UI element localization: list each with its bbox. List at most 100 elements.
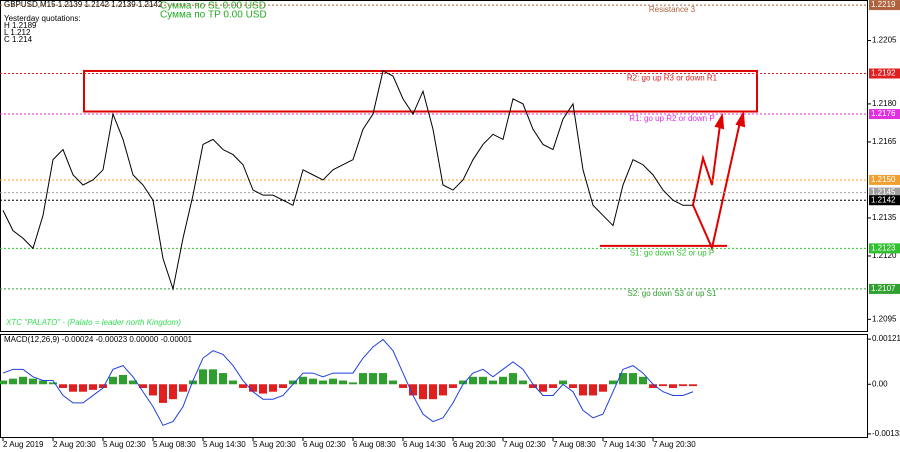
macd-title: MACD(12,26,9) -0.00024 -0.00023 0.00000 … (4, 335, 193, 344)
level-tag-text: 1.2219 (871, 0, 896, 9)
y-tick-label: 1.2120 (872, 251, 897, 260)
macd-bar (139, 384, 147, 388)
arrow (692, 124, 721, 206)
macd-bar (0, 380, 7, 385)
macd-bar (419, 384, 427, 400)
x-tick-label: 2 Aug 20:30 (53, 440, 96, 449)
y-tick-label: 1.2205 (872, 36, 897, 45)
macd-bar (479, 376, 487, 385)
macd-tick-label: 0.00 (872, 379, 888, 388)
level-tag-text: 1.2123 (871, 243, 896, 252)
macd-bar (459, 380, 467, 385)
macd-bar (219, 373, 227, 385)
arrowhead (714, 112, 725, 130)
x-tick-label: 5 Aug 20:30 (253, 440, 296, 449)
footer-note: XTC "PALATO" - (Palato = leader north Ki… (5, 318, 181, 327)
macd-bar (289, 380, 297, 385)
macd-bar (319, 380, 327, 385)
macd-bar (409, 384, 417, 396)
macd-bar (79, 384, 87, 392)
macd-bar (589, 384, 597, 396)
macd-bar (579, 384, 587, 396)
level-tag (869, 243, 900, 254)
macd-bar (149, 384, 157, 396)
y-tick-label: 1.2165 (872, 137, 897, 146)
macd-bar (639, 376, 647, 385)
macd-bar (449, 384, 457, 388)
x-tick-label: 7 Aug 02:30 (503, 440, 546, 449)
level-tag-text: 1.2107 (871, 284, 896, 293)
level-tag (869, 0, 900, 11)
macd-bar (559, 380, 567, 385)
macd-bar (549, 384, 557, 388)
macd-bar (439, 384, 447, 396)
x-tick-label: 5 Aug 02:30 (103, 440, 146, 449)
macd-bar (39, 380, 47, 385)
macd-bar (239, 384, 247, 388)
arrowhead (735, 110, 746, 128)
macd-bar (489, 380, 497, 385)
y-tick-label: 1.2180 (872, 99, 897, 108)
macd-bar (199, 369, 207, 385)
level-tag (869, 187, 900, 198)
macd-bar (529, 384, 537, 388)
level-tag-text: 1.2176 (871, 109, 896, 118)
x-tick-label: 7 Aug 14:30 (603, 440, 646, 449)
macd-tick-label: -0.00133 (872, 429, 900, 438)
chart-title: GBPUSD,M15 1.2139 1.2142 1.2139 1.2142 (4, 0, 163, 9)
macd-bar (279, 384, 287, 388)
macd-bar (569, 384, 577, 388)
macd-bar (379, 373, 387, 385)
macd-bar (249, 384, 257, 392)
macd-bar (169, 384, 177, 400)
macd-bar (429, 384, 437, 400)
macd-bar (389, 380, 397, 385)
level-tag-text: 1.2150 (871, 175, 896, 184)
macd-bar (119, 374, 127, 385)
macd-bar (359, 373, 367, 385)
price-frame (0, 0, 868, 332)
x-tick-label: 6 Aug 02:30 (303, 440, 346, 449)
macd-bar (29, 378, 37, 385)
macd-bar (469, 376, 477, 385)
level-label: Resistance 3 (649, 5, 696, 14)
macd-bar (509, 373, 517, 385)
macd-bar (539, 384, 547, 392)
sum-text: Сумма по TP 0.00 USD (160, 10, 267, 21)
level-tag (869, 174, 900, 185)
level-tag (869, 109, 900, 120)
x-tick-label: 5 Aug 14:30 (203, 440, 246, 449)
info-line: Yesterday quotations: (4, 14, 81, 23)
level-label: R1: go up R2 or down P (629, 114, 714, 123)
macd-bar (99, 384, 107, 388)
sum-text: Сумма по SL 0.00 USD (160, 1, 266, 12)
macd-bar (159, 384, 167, 403)
level-label: R2: go up R3 or down R1 (627, 74, 718, 83)
macd-bar (89, 384, 97, 390)
macd-bar (9, 378, 17, 385)
macd-tick-label: 0.00121 (872, 334, 900, 343)
macd-bar (19, 376, 27, 385)
level-tag (869, 68, 900, 79)
macd-bar (349, 382, 357, 385)
macd-bar (609, 380, 617, 385)
level-tag (869, 283, 900, 294)
level-tag-text: 1.2145 (871, 188, 896, 197)
y-tick-label: 1.2135 (872, 213, 897, 222)
macd-bar (659, 384, 667, 387)
x-tick-label: 2 Aug 2019 (3, 440, 44, 449)
x-tick-label: 7 Aug 08:30 (553, 440, 596, 449)
macd-bar (369, 373, 377, 385)
macd-bar (229, 380, 237, 385)
macd-bar (649, 384, 657, 388)
level-tag (869, 195, 900, 206)
macd-bar (669, 384, 677, 388)
macd-bar (179, 384, 187, 392)
info-line: L 1.212 (4, 28, 31, 37)
x-tick-label: 6 Aug 14:30 (403, 440, 446, 449)
x-tick-label: 5 Aug 08:30 (153, 440, 196, 449)
macd-bar (299, 376, 307, 385)
macd-bar (269, 384, 277, 392)
info-line: C 1.214 (4, 35, 33, 44)
